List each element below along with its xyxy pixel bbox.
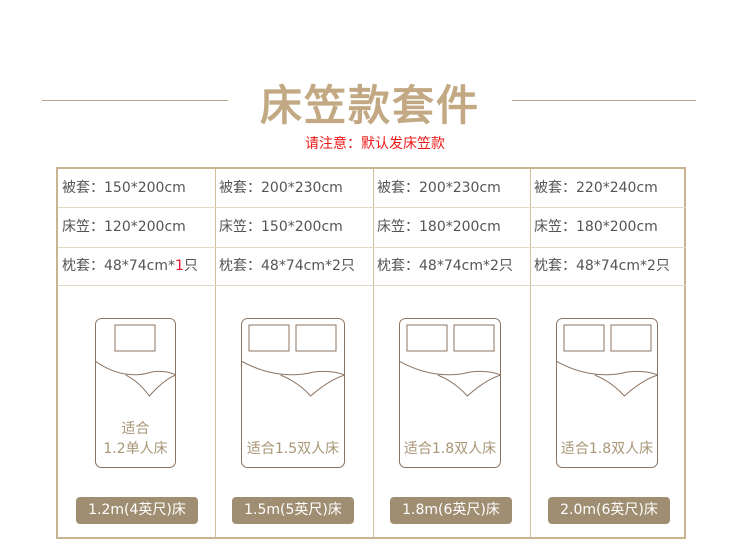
size-column: 被套：150*200cm 床笠：120*200cm 枕套：48*74cm*1只 … <box>58 169 216 537</box>
duvet-value: 220*240cm <box>576 180 658 196</box>
pillow-icon <box>406 324 448 352</box>
bed-icon <box>398 318 502 468</box>
sheet-label: 床笠： <box>534 219 576 235</box>
pillow-value: 48*74cm* <box>419 258 490 274</box>
pillow-unit: 只 <box>498 258 513 274</box>
duvet-value: 150*200cm <box>104 180 186 196</box>
pillow-icon <box>295 324 337 352</box>
size-column: 被套：200*230cm 床笠：180*200cm 枕套：48*74cm*2只 … <box>373 169 531 537</box>
fitted-sheet-size: 床笠：150*200cm <box>215 208 373 248</box>
pillowcase-size: 枕套：48*74cm*1只 <box>58 248 215 286</box>
bed-size-button[interactable]: 2.0m(6英尺)床 <box>548 497 670 524</box>
duvet-value: 200*230cm <box>261 180 343 196</box>
notice-text: 请注意：默认发床笠款 <box>305 136 445 152</box>
bed-fit-text: 1.2单人床 <box>103 441 168 457</box>
pillow-count: 1 <box>174 258 184 274</box>
bed-diagram: 适合1.8双人床 <box>398 318 502 468</box>
pillow-label: 枕套： <box>62 258 104 274</box>
bed-size-button[interactable]: 1.2m(4英尺)床 <box>76 497 198 524</box>
bed-diagram: 适合 1.2单人床 <box>94 318 177 468</box>
sheet-value: 180*200cm <box>576 219 658 235</box>
fitted-sheet-size: 床笠：120*200cm <box>58 208 215 248</box>
duvet-label: 被套： <box>534 180 576 196</box>
bed-icon <box>240 318 346 468</box>
bed-fit-line1: 适合 <box>121 421 150 437</box>
title-divider-right <box>512 100 696 101</box>
sheet-value: 120*200cm <box>104 219 186 235</box>
bed-diagram: 适合1.8双人床 <box>555 318 659 468</box>
pillowcase-size: 枕套：48*74cm*2只 <box>373 248 530 286</box>
sheet-value: 180*200cm <box>419 219 501 235</box>
duvet-size: 被套：200*230cm <box>373 169 530 208</box>
pillow-unit: 只 <box>183 258 198 274</box>
bed-fit-text: 适合1.8双人床 <box>560 441 654 457</box>
pillowcase-size: 枕套：48*74cm*2只 <box>215 248 373 286</box>
sheet-value: 150*200cm <box>261 219 343 235</box>
duvet-size: 被套：150*200cm <box>58 169 215 208</box>
pillow-value: 48*74cm* <box>576 258 647 274</box>
pillowcase-size: 枕套：48*74cm*2只 <box>530 248 686 286</box>
pillow-label: 枕套： <box>534 258 576 274</box>
pillow-count: 2 <box>646 258 656 274</box>
pillow-icon <box>610 324 652 352</box>
bed-fit-text: 适合1.8双人床 <box>403 441 497 457</box>
sheet-label: 床笠： <box>377 219 419 235</box>
bed-size-button[interactable]: 1.5m(5英尺)床 <box>232 497 354 524</box>
page-title: 床笠款套件 <box>259 81 480 130</box>
bed-diagram: 适合1.5双人床 <box>240 318 346 468</box>
title-divider-left <box>42 100 228 101</box>
size-column: 被套：200*230cm 床笠：150*200cm 枕套：48*74cm*2只 … <box>215 169 374 537</box>
bed-fit-text: 适合1.5双人床 <box>246 441 340 457</box>
size-table: 被套：150*200cm 床笠：120*200cm 枕套：48*74cm*1只 … <box>56 167 686 539</box>
duvet-label: 被套： <box>377 180 419 196</box>
sheet-label: 床笠： <box>219 219 261 235</box>
bed-icon <box>94 318 177 468</box>
pillow-icon <box>563 324 605 352</box>
pillow-icon <box>453 324 495 352</box>
duvet-label: 被套： <box>219 180 261 196</box>
duvet-size: 被套：200*230cm <box>215 169 373 208</box>
pillow-unit: 只 <box>340 258 355 274</box>
fitted-sheet-size: 床笠：180*200cm <box>373 208 530 248</box>
pillow-value: 48*74cm* <box>104 258 175 274</box>
pillow-icon <box>248 324 290 352</box>
pillow-unit: 只 <box>655 258 670 274</box>
fitted-sheet-size: 床笠：180*200cm <box>530 208 686 248</box>
size-column: 被套：220*240cm 床笠：180*200cm 枕套：48*74cm*2只 … <box>530 169 686 537</box>
pillow-label: 枕套： <box>377 258 419 274</box>
pillow-count: 2 <box>489 258 499 274</box>
duvet-value: 200*230cm <box>419 180 501 196</box>
pillow-icon <box>114 324 156 352</box>
bed-icon <box>555 318 659 468</box>
pillow-count: 2 <box>331 258 341 274</box>
pillow-label: 枕套： <box>219 258 261 274</box>
bed-size-button[interactable]: 1.8m(6英尺)床 <box>390 497 512 524</box>
pillow-value: 48*74cm* <box>261 258 332 274</box>
sheet-label: 床笠： <box>62 219 104 235</box>
duvet-label: 被套： <box>62 180 104 196</box>
duvet-size: 被套：220*240cm <box>530 169 686 208</box>
